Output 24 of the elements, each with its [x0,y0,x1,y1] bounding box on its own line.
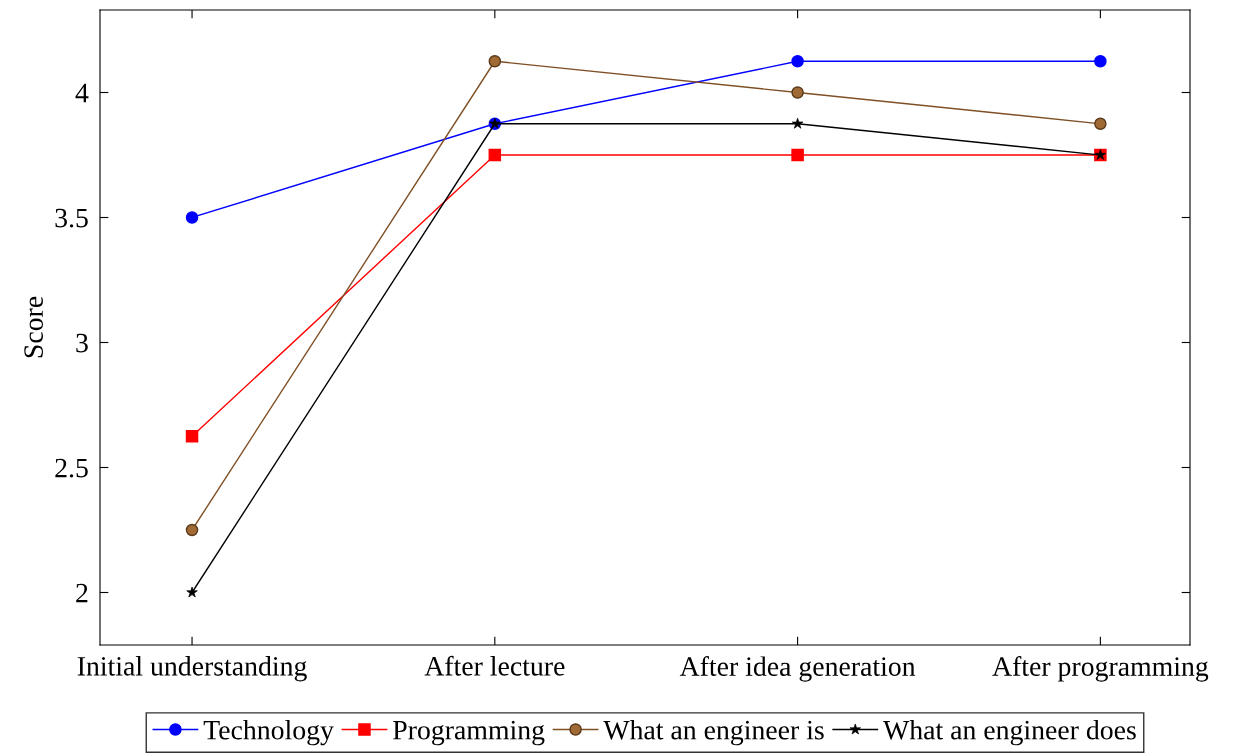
x-tick-label: After idea generation [679,656,916,682]
point [1094,54,1107,68]
legend-label: What an engineer is [603,719,824,746]
y-tick-label: 4 [75,83,89,103]
point [1094,117,1107,131]
x-tick-label: After programming [992,656,1209,682]
point [488,54,502,68]
y-tick-label: 3.5 [55,208,88,228]
x-tick-label: After lecture [424,655,565,676]
point [791,148,804,162]
y-axis-title: Score [24,296,43,358]
x-tick-label: Initial understanding [77,656,307,682]
point [185,523,199,537]
y-tick-label: 2 [76,583,88,603]
y-tick-label: 3 [76,333,88,353]
point [791,54,804,68]
legend-label: Programming [393,720,545,746]
point [185,429,199,443]
y-tick-label: 2.5 [55,458,88,478]
point [791,86,804,99]
point [488,148,502,162]
legend-label: Technology [203,719,334,746]
legend-label: What an engineer does [883,719,1136,746]
point [185,211,199,224]
